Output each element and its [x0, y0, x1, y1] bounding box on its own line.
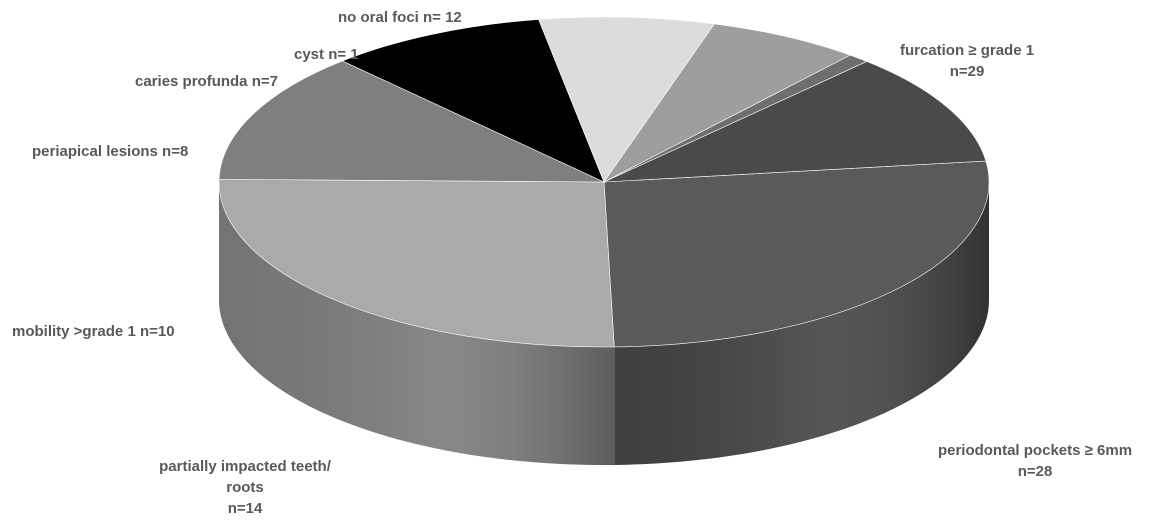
pie-slice-1: [218, 178, 615, 348]
label-mobility: mobility >grade 1 n=10: [12, 323, 175, 340]
label-pockets-line2: n=28: [1017, 463, 1053, 480]
label-impacted-line3: n=14: [227, 500, 263, 517]
pie-slice-3: [341, 19, 605, 183]
pie-side-walls: [219, 182, 989, 465]
label-impacted-line2: roots: [226, 479, 264, 496]
label-no-oral-foci: no oral foci n= 12: [338, 9, 462, 26]
pie-top-faces: [218, 16, 990, 348]
pie-slice-7: [603, 61, 987, 183]
pie-slice-4: [538, 16, 715, 183]
label-periapical: periapical lesions n=8: [32, 143, 189, 160]
label-furcation-line1: furcation ≥ grade 1: [899, 42, 1035, 59]
pie-side-shade-1-0: [219, 182, 615, 465]
pie-side-shade-0-0: [614, 182, 989, 465]
label-impacted-line1: partially impacted teeth/: [159, 458, 331, 475]
pie-slice-2: [218, 60, 605, 183]
label-pockets-line1: periodontal pockets ≥ 6mm: [937, 442, 1133, 459]
pie-slice-0: [603, 160, 990, 348]
label-caries: caries profunda n=7: [135, 73, 278, 90]
label-periodontal-pockets: periodontal pockets ≥ 6mm n=28: [905, 440, 1153, 482]
label-partially-impacted: partially impacted teeth/ roots n=14: [130, 456, 360, 519]
label-furcation-line2: n=29: [949, 63, 985, 80]
label-cyst: cyst n= 1: [294, 46, 359, 63]
label-furcation: furcation ≥ grade 1 n=29: [872, 40, 1062, 82]
pie-slice-5: [603, 23, 852, 183]
